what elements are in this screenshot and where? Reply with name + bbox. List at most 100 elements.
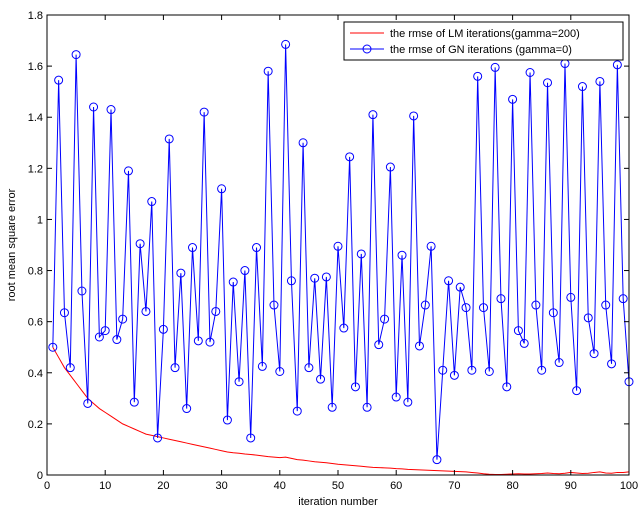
data-point <box>193 336 203 346</box>
data-point <box>94 332 104 342</box>
data-point <box>461 303 471 313</box>
y-tick-label: 1.6 <box>28 61 43 73</box>
data-point <box>123 166 133 176</box>
legend: the rmse of LM iterations(gamma=200) the … <box>343 21 624 61</box>
data-point <box>59 308 69 318</box>
x-tick-label: 20 <box>157 480 169 492</box>
data-point <box>385 162 395 172</box>
legend-label: the rmse of LM iterations(gamma=200) <box>390 28 580 40</box>
data-point <box>298 138 308 148</box>
data-point <box>89 102 99 112</box>
data-point <box>164 134 174 144</box>
data-point <box>595 76 605 86</box>
data-point <box>362 402 372 412</box>
data-point <box>106 105 116 115</box>
data-point <box>612 60 622 70</box>
data-point <box>141 306 151 316</box>
data-point <box>199 107 209 117</box>
data-point <box>414 341 424 351</box>
data-point <box>65 363 75 373</box>
data-point <box>502 382 512 392</box>
y-tick-label: 0.2 <box>28 419 43 431</box>
data-point <box>292 406 302 416</box>
data-point <box>572 386 582 396</box>
data-point <box>240 266 250 276</box>
x-tick-label: 80 <box>506 480 518 492</box>
x-tick-label: 100 <box>620 480 638 492</box>
data-point <box>554 358 564 368</box>
data-point <box>356 249 366 259</box>
y-tick-label: 0 <box>37 470 43 482</box>
data-point <box>176 268 186 278</box>
data-point <box>420 300 430 310</box>
data-point <box>217 184 227 194</box>
x-axis-label: iteration number <box>298 496 378 508</box>
y-tick-label: 0.6 <box>28 317 43 329</box>
legend-label: the rmse of GN iterations (gamma=0) <box>390 44 572 56</box>
data-point <box>281 39 291 49</box>
data-point <box>54 75 64 85</box>
data-point <box>205 337 215 347</box>
data-point <box>71 50 81 60</box>
data-point <box>589 349 599 359</box>
data-point <box>479 303 488 313</box>
y-tick-label: 1 <box>37 214 43 226</box>
data-point <box>490 62 500 72</box>
data-layer <box>47 15 634 475</box>
data-point <box>118 314 128 324</box>
data-point <box>257 361 267 371</box>
series-line-1 <box>52 346 630 475</box>
data-point <box>304 363 314 373</box>
data-point <box>286 276 296 286</box>
data-point <box>566 292 576 302</box>
data-point <box>426 241 436 251</box>
data-point <box>403 397 413 407</box>
data-point <box>188 243 197 253</box>
x-tick-label: 30 <box>215 480 227 492</box>
data-point <box>391 392 401 402</box>
y-tick-label: 1.8 <box>28 10 43 22</box>
data-point <box>543 78 553 88</box>
data-point <box>409 111 419 121</box>
data-point <box>316 374 326 384</box>
series-line-2 <box>52 44 630 460</box>
data-point <box>321 272 331 282</box>
data-point <box>228 277 238 287</box>
data-point <box>449 370 459 380</box>
data-point <box>513 326 523 336</box>
data-point <box>583 313 593 323</box>
data-point <box>182 404 192 414</box>
data-point <box>48 342 58 352</box>
data-point <box>577 82 587 92</box>
data-point <box>234 377 244 387</box>
legend-swatch-marker <box>362 44 372 54</box>
data-point <box>135 239 145 249</box>
data-point <box>438 365 448 375</box>
data-point <box>339 323 349 333</box>
data-point <box>77 286 87 296</box>
data-point <box>432 455 442 465</box>
data-point <box>618 294 628 304</box>
data-point <box>222 415 232 425</box>
x-tick-label: 0 <box>44 480 50 492</box>
x-tick-label: 60 <box>390 480 402 492</box>
axes-layer: 0 10 20 30 40 50 60 70 80 90 100 0 0.2 0.4 0.6 0.8 1 1.2 1… <box>28 10 638 492</box>
data-point <box>112 335 122 345</box>
data-point <box>380 314 390 324</box>
data-point <box>129 397 139 407</box>
data-point <box>525 68 535 77</box>
x-tick-label: 10 <box>99 480 111 492</box>
data-point <box>444 276 454 286</box>
legend-box <box>343 21 624 61</box>
data-point <box>345 152 355 162</box>
data-point <box>333 241 343 251</box>
data-point <box>310 273 320 283</box>
data-point <box>350 382 360 392</box>
data-point <box>601 300 611 310</box>
data-point <box>252 243 262 253</box>
data-point <box>263 66 273 76</box>
data-point <box>548 308 558 318</box>
data-point <box>519 338 529 348</box>
